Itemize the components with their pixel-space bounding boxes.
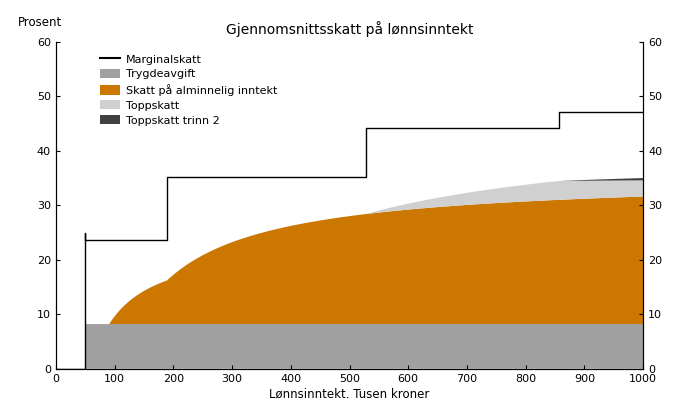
X-axis label: Lønnsinntekt. Tusen kroner: Lønnsinntekt. Tusen kroner: [269, 388, 430, 401]
Title: Gjennomsnittsskatt på lønnsinntekt: Gjennomsnittsskatt på lønnsinntekt: [226, 21, 473, 36]
Text: Prosent: Prosent: [17, 16, 62, 29]
Legend: Marginalskatt, Trygdeavgift, Skatt på alminnelig inntekt, Toppskatt, Toppskatt t: Marginalskatt, Trygdeavgift, Skatt på al…: [96, 51, 280, 129]
